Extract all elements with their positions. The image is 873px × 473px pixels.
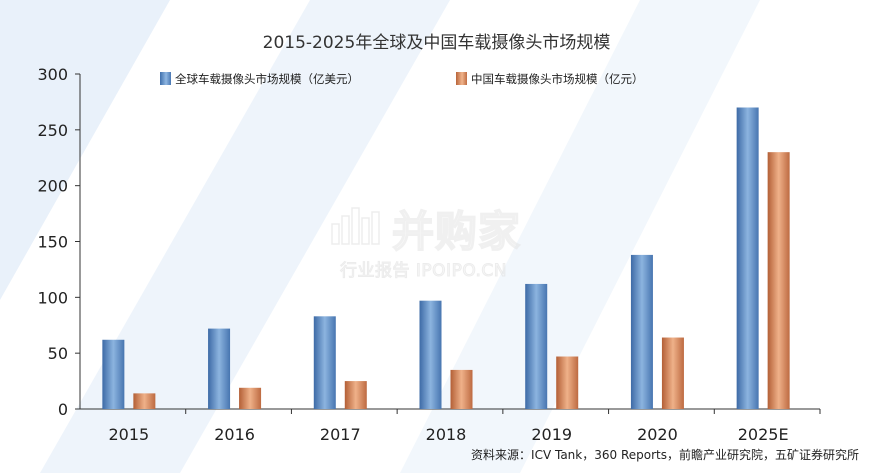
background-stripe: [0, 0, 170, 300]
x-tick-label: 2019: [531, 425, 572, 444]
watermark: 并购家 行业报告 IPOIPO.CN: [326, 196, 556, 286]
y-tick-label: 0: [58, 400, 68, 419]
legend-label-global: 全球车载摄像头市场规模（亿美元）: [175, 72, 359, 86]
chart-title: 2015-2025年全球及中国车载摄像头市场规模: [262, 33, 611, 53]
x-tick-label: 2015: [108, 425, 149, 444]
bar-china: [450, 369, 473, 409]
watermark-name: 并购家: [391, 206, 522, 257]
bar-global: [419, 300, 442, 409]
legend-swatch-global: [160, 72, 171, 85]
y-tick-label: 200: [37, 177, 68, 196]
x-tick-label: 2016: [214, 425, 255, 444]
bar-china: [344, 381, 367, 409]
background-stripe: [40, 0, 450, 473]
y-tick-label: 150: [37, 233, 68, 252]
bar-china: [239, 387, 262, 409]
bar-global: [208, 328, 231, 409]
bar-global: [313, 316, 336, 409]
watermark-logo-icon: [331, 207, 380, 245]
bar-china: [661, 337, 684, 409]
x-tick-label: 2018: [426, 425, 467, 444]
background-stripe: [400, 0, 760, 473]
bar-china: [556, 356, 579, 409]
bar-global: [525, 283, 548, 409]
x-tick-label: 2020: [637, 425, 678, 444]
y-tick-label: 300: [37, 65, 68, 84]
x-tick-label: 2025E: [738, 425, 789, 444]
bar-global: [102, 339, 125, 409]
y-tick-label: 250: [37, 121, 68, 140]
legend-item-global: 全球车载摄像头市场规模（亿美元）: [160, 71, 359, 87]
bar-china: [133, 393, 156, 409]
x-tick-label: 2017: [320, 425, 361, 444]
bar-china: [767, 152, 790, 409]
bar-global: [736, 107, 759, 409]
source-note: 资料来源：ICV Tank，360 Reports，前瞻产业研究院，五矿证券研究…: [471, 448, 859, 462]
y-tick-label: 50: [48, 344, 68, 363]
watermark-subtitle: 行业报告 IPOIPO.CN: [340, 261, 508, 282]
bar-global: [630, 254, 653, 409]
legend-label-china: 中国车载摄像头市场规模（亿元）: [471, 72, 644, 86]
y-tick-label: 100: [37, 288, 68, 307]
legend-item-china: 中国车载摄像头市场规模（亿元）: [456, 71, 644, 87]
legend-swatch-china: [456, 72, 467, 85]
